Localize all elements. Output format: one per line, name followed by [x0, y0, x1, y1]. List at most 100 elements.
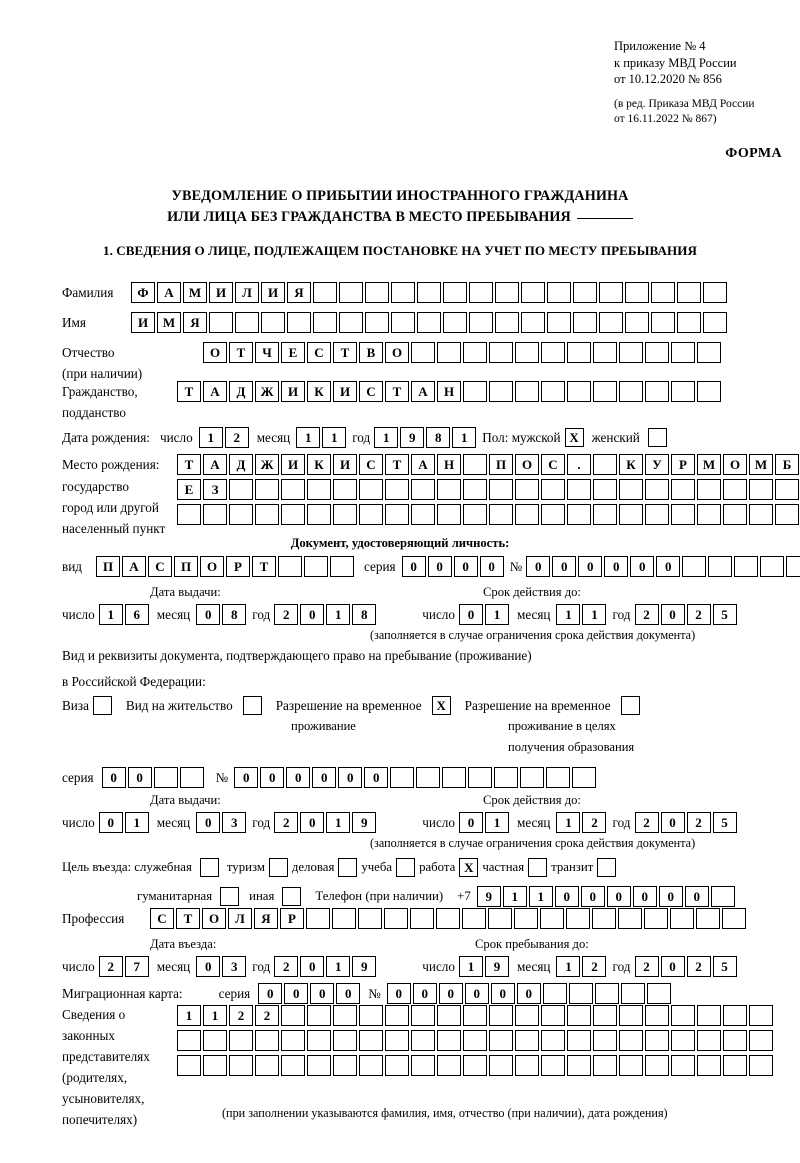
- char-cell[interactable]: Н: [437, 381, 461, 402]
- char-cell[interactable]: 0: [101, 767, 126, 788]
- char-cell[interactable]: Д: [229, 454, 253, 475]
- char-cell[interactable]: [644, 908, 668, 929]
- entry-purpose-humanitarian-checkbox[interactable]: [220, 887, 240, 906]
- char-cell[interactable]: [443, 312, 467, 333]
- char-cell[interactable]: [307, 504, 331, 525]
- char-cell[interactable]: [749, 504, 773, 525]
- char-cell[interactable]: [307, 1030, 331, 1051]
- char-cell[interactable]: [521, 282, 545, 303]
- char-cell[interactable]: С: [148, 556, 172, 577]
- char-cell[interactable]: [463, 479, 487, 500]
- char-cell[interactable]: [703, 282, 727, 303]
- char-cell[interactable]: [443, 282, 467, 303]
- char-cell[interactable]: Д: [229, 381, 253, 402]
- char-cell[interactable]: 2: [274, 812, 299, 833]
- char-cell[interactable]: [489, 1055, 513, 1076]
- legal-rep-row-2[interactable]: [177, 1030, 775, 1051]
- char-cell[interactable]: [203, 1055, 227, 1076]
- char-cell[interactable]: [281, 1005, 305, 1026]
- char-cell[interactable]: [437, 342, 461, 363]
- char-cell[interactable]: [515, 342, 539, 363]
- char-cell[interactable]: Р: [280, 908, 304, 929]
- residence-permit-checkbox[interactable]: [242, 696, 262, 715]
- char-cell[interactable]: 1: [556, 812, 581, 833]
- char-cell[interactable]: Я: [183, 312, 207, 333]
- char-cell[interactable]: И: [281, 454, 305, 475]
- char-cell[interactable]: [696, 908, 720, 929]
- char-cell[interactable]: [567, 504, 591, 525]
- char-cell[interactable]: 0: [660, 604, 685, 625]
- char-cell[interactable]: 0: [632, 886, 657, 907]
- char-cell[interactable]: [546, 767, 571, 788]
- char-cell[interactable]: [682, 556, 707, 577]
- char-cell[interactable]: [723, 1055, 747, 1076]
- char-cell[interactable]: [437, 1055, 461, 1076]
- char-cell[interactable]: 0: [684, 886, 709, 907]
- char-cell[interactable]: [359, 479, 383, 500]
- char-cell[interactable]: [390, 767, 415, 788]
- char-cell[interactable]: Б: [775, 454, 799, 475]
- char-cell[interactable]: [547, 312, 571, 333]
- char-cell[interactable]: 9: [352, 956, 377, 977]
- char-cell[interactable]: [365, 282, 389, 303]
- char-cell[interactable]: Т: [176, 908, 200, 929]
- entry-purpose-study-checkbox[interactable]: [396, 858, 416, 877]
- char-cell[interactable]: [489, 1030, 513, 1051]
- char-cell[interactable]: 0: [552, 556, 577, 577]
- char-cell[interactable]: П: [96, 556, 120, 577]
- char-cell[interactable]: [566, 908, 590, 929]
- char-cell[interactable]: Ж: [255, 454, 279, 475]
- char-cell[interactable]: М: [157, 312, 181, 333]
- char-cell[interactable]: [599, 312, 623, 333]
- char-cell[interactable]: [495, 282, 519, 303]
- char-cell[interactable]: 1: [124, 812, 149, 833]
- char-cell[interactable]: [541, 342, 565, 363]
- char-cell[interactable]: [313, 312, 337, 333]
- char-cell[interactable]: 1: [484, 812, 509, 833]
- char-cell[interactable]: [645, 479, 669, 500]
- char-cell[interactable]: [177, 504, 201, 525]
- char-cell[interactable]: [542, 983, 567, 1004]
- char-cell[interactable]: [255, 1030, 279, 1051]
- char-cell[interactable]: Т: [252, 556, 276, 577]
- char-cell[interactable]: А: [411, 454, 435, 475]
- char-cell[interactable]: [281, 504, 305, 525]
- char-cell[interactable]: [410, 908, 434, 929]
- char-cell[interactable]: 1: [326, 956, 351, 977]
- legal-rep-cells-2[interactable]: [177, 1030, 775, 1051]
- char-cell[interactable]: [593, 381, 617, 402]
- char-cell[interactable]: [229, 479, 253, 500]
- entry-purpose-transit-checkbox[interactable]: [597, 858, 617, 877]
- char-cell[interactable]: 0: [386, 983, 411, 1004]
- entry-purpose-other-checkbox[interactable]: [282, 887, 302, 906]
- char-cell[interactable]: [599, 282, 623, 303]
- char-cell[interactable]: Я: [254, 908, 278, 929]
- char-cell[interactable]: И: [281, 381, 305, 402]
- char-cell[interactable]: [775, 504, 799, 525]
- char-cell[interactable]: [723, 504, 747, 525]
- char-cell[interactable]: 2: [274, 604, 299, 625]
- char-cell[interactable]: Т: [177, 454, 201, 475]
- char-cell[interactable]: 0: [660, 956, 685, 977]
- char-cell[interactable]: 2: [98, 956, 123, 977]
- char-cell[interactable]: [307, 479, 331, 500]
- char-cell[interactable]: [359, 504, 383, 525]
- char-cell[interactable]: 0: [260, 767, 285, 788]
- char-cell[interactable]: [671, 1030, 695, 1051]
- char-cell[interactable]: А: [203, 381, 227, 402]
- char-cell[interactable]: 0: [196, 604, 221, 625]
